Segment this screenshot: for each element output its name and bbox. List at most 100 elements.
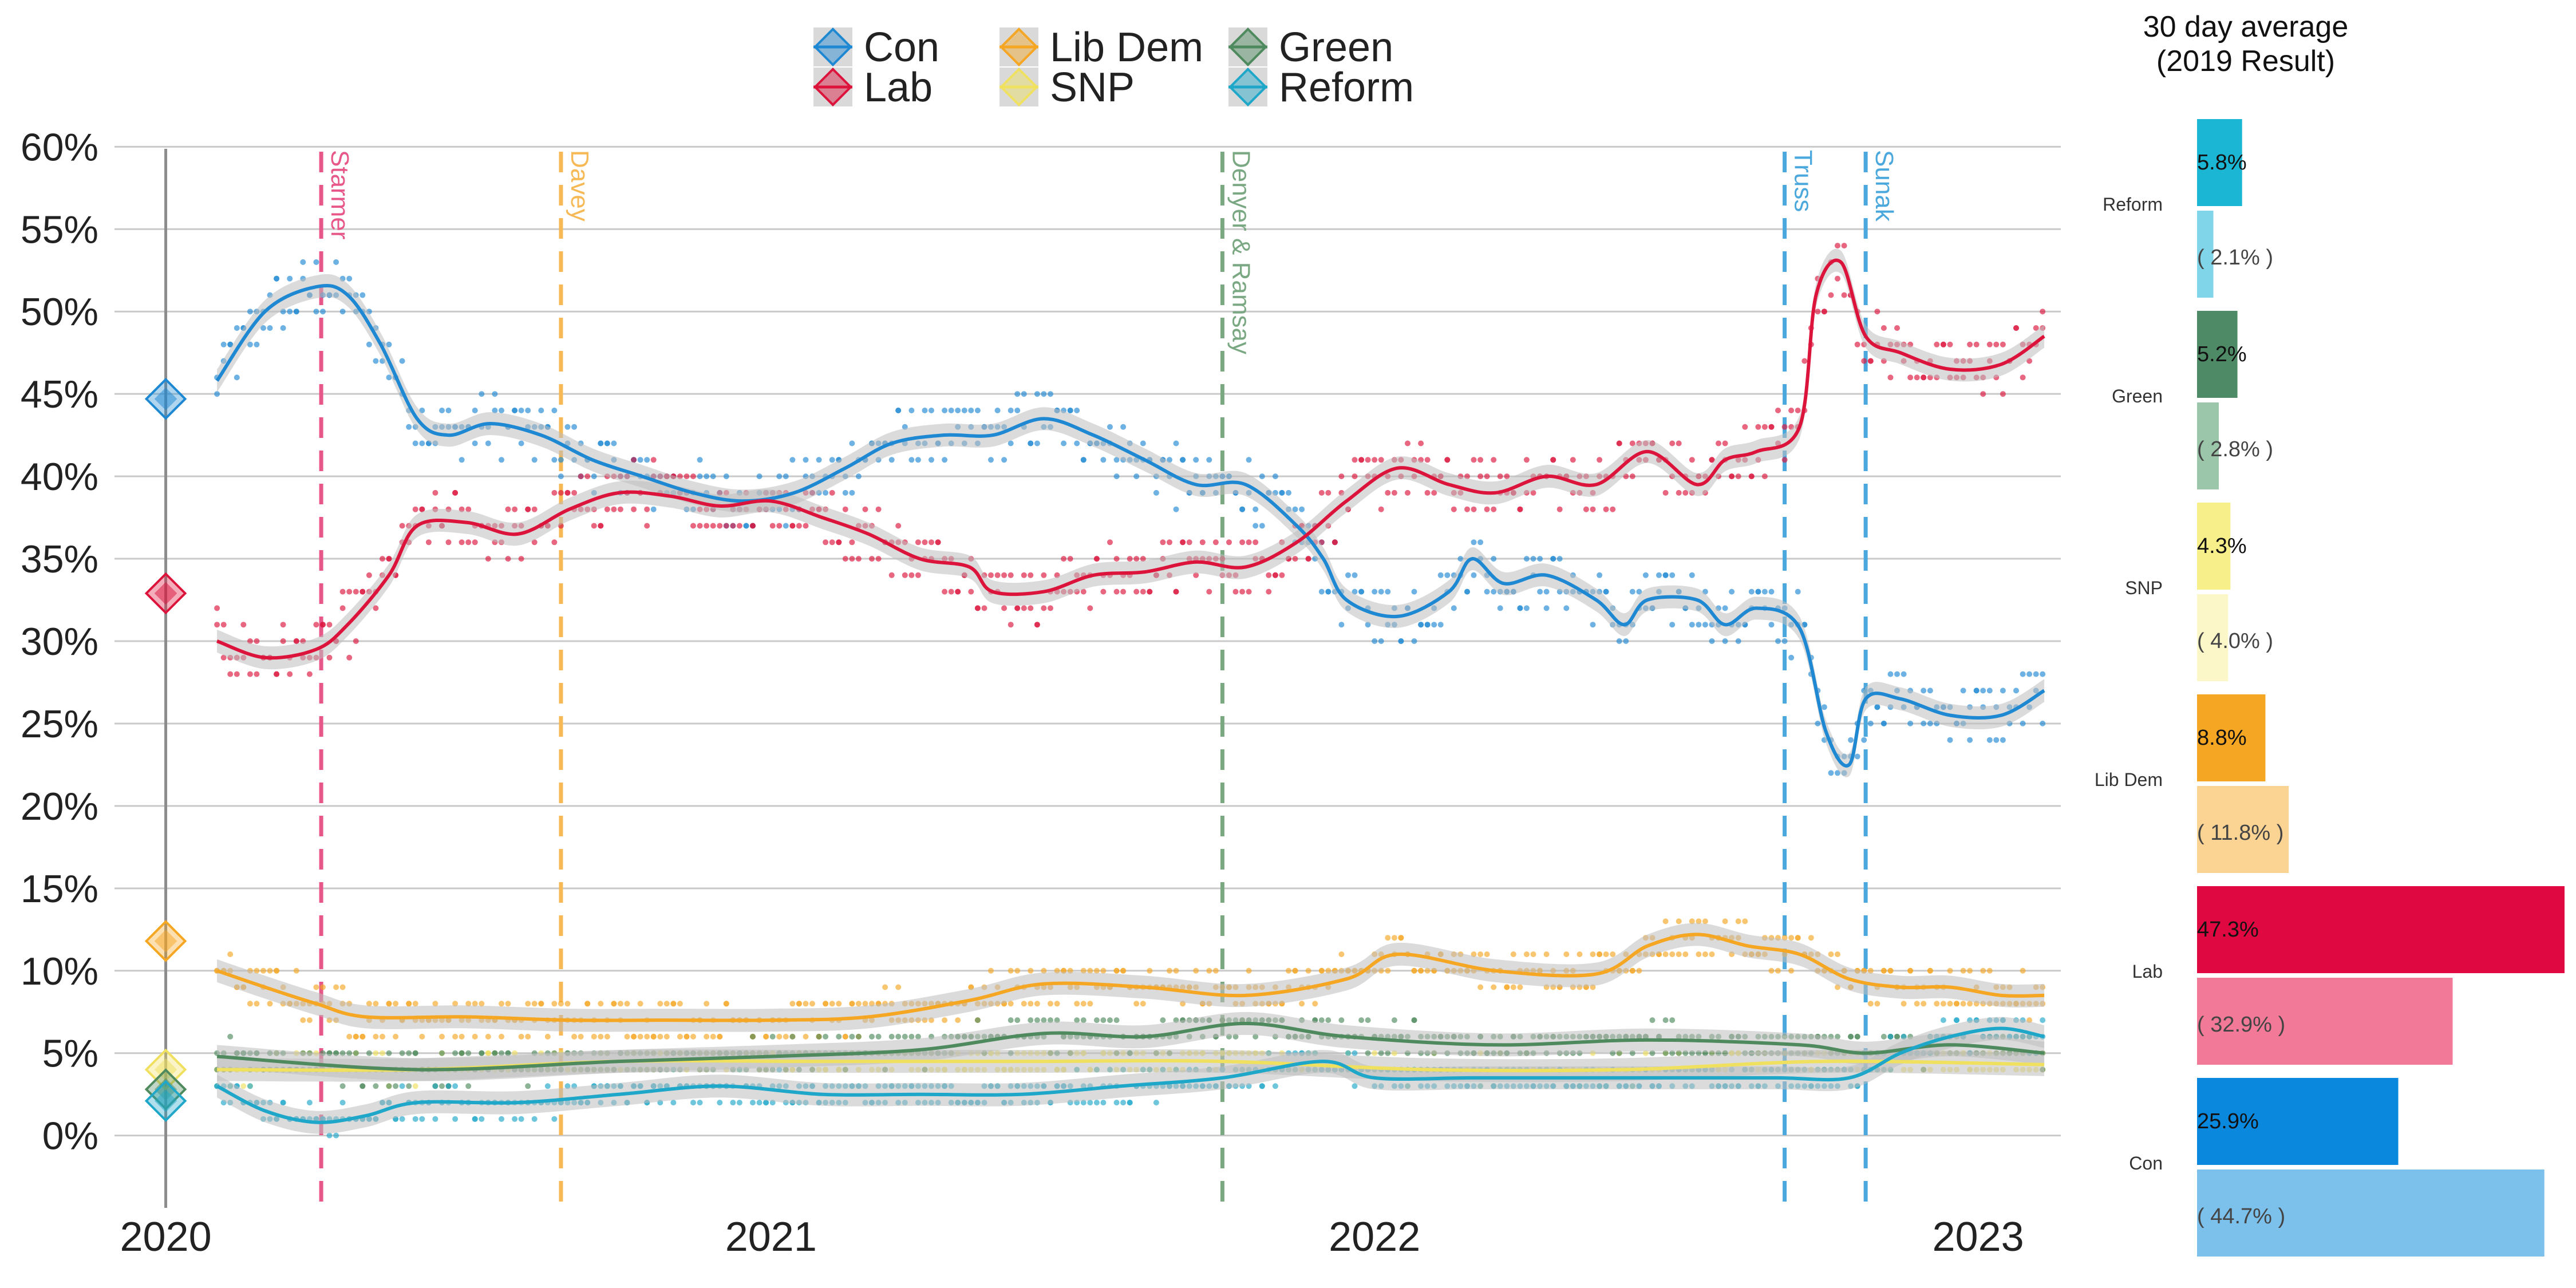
poll-point [677, 1001, 683, 1007]
y-tick-label: 20% [21, 785, 98, 828]
poll-point [591, 473, 597, 480]
poll-point [1623, 638, 1629, 644]
poll-point [518, 556, 524, 562]
poll-point [829, 539, 835, 546]
poll-point [459, 539, 465, 546]
poll-point [1722, 638, 1728, 644]
poll-point [2000, 391, 2006, 397]
poll-point [1815, 720, 1821, 726]
poll-point [855, 1033, 862, 1040]
poll-point [499, 1116, 504, 1122]
poll-point [1556, 556, 1563, 562]
poll-point [1669, 1017, 1676, 1024]
poll-point [1464, 588, 1470, 595]
poll-point [710, 473, 716, 480]
poll-point [683, 473, 690, 480]
poll-point [1173, 440, 1179, 447]
poll-point [690, 523, 696, 529]
poll-point [1828, 770, 1834, 776]
poll-point [1669, 440, 1676, 447]
poll-point [214, 391, 220, 397]
poll-point [584, 1001, 591, 1007]
poll-point [1378, 638, 1384, 644]
poll-point [1398, 935, 1404, 941]
poll-point [1662, 572, 1669, 578]
poll-point [1696, 622, 1702, 628]
trend-line-reform [216, 1026, 2045, 1124]
poll-point [1444, 457, 1451, 463]
poll-point [339, 1083, 346, 1089]
poll-point [220, 622, 227, 628]
poll-point [776, 523, 783, 529]
poll-point [750, 1100, 756, 1106]
bar-result-label: ( 32.9% ) [2197, 1013, 2285, 1037]
legend-label: SNP [1050, 65, 1135, 110]
poll-point [1973, 341, 1980, 347]
poll-point [1272, 473, 1278, 480]
poll-point [697, 457, 703, 463]
poll-point [505, 506, 511, 512]
poll-point [1239, 506, 1246, 512]
poll-point [227, 671, 234, 677]
poll-point [1874, 704, 1880, 710]
poll-point [1491, 588, 1497, 595]
poll-point [1028, 605, 1034, 611]
poll-point [1325, 489, 1332, 496]
poll-point [803, 523, 809, 529]
poll-point [915, 1033, 921, 1040]
poll-point [1880, 1033, 1887, 1040]
poll-point [1008, 967, 1014, 974]
poll-point [280, 622, 286, 628]
poll-point [1854, 341, 1860, 347]
poll-point [1372, 588, 1378, 595]
band-lib-dem [217, 923, 2045, 1032]
poll-point [842, 506, 848, 512]
poll-point [578, 1033, 584, 1040]
poll-point [1477, 984, 1484, 990]
poll-point [578, 473, 584, 480]
poll-point [300, 259, 306, 265]
poll-point [280, 325, 286, 331]
poll-point [492, 391, 498, 397]
poll-point [247, 309, 253, 315]
poll-point [683, 1033, 690, 1040]
poll-point [849, 539, 855, 546]
poll-point [598, 1001, 604, 1007]
poll-point [677, 1033, 683, 1040]
legend-label: Green [1279, 25, 1393, 70]
poll-point [353, 1033, 359, 1040]
poll-point [1914, 1001, 1920, 1007]
poll-point [1577, 951, 1583, 957]
poll-point [419, 1033, 425, 1040]
y-tick-label: 45% [21, 373, 98, 416]
poll-point [1378, 588, 1384, 595]
poll-point [855, 1001, 862, 1007]
poll-point [663, 1001, 670, 1007]
poll-point [710, 1033, 716, 1040]
poll-point [842, 1033, 848, 1040]
poll-point [1907, 967, 1914, 974]
poll-point [1523, 556, 1530, 562]
poll-point [1477, 539, 1484, 546]
poll-point [611, 1001, 617, 1007]
poll-point [1113, 967, 1120, 974]
x-tick-labels: 2020 2021 2022 2023 [120, 1214, 2024, 1260]
poll-point [1318, 1017, 1325, 1024]
poll-point [1212, 967, 1219, 974]
poll-point [704, 523, 710, 529]
poll-point [220, 654, 227, 661]
poll-point [558, 489, 564, 496]
poll-point [1616, 440, 1622, 447]
poll-point [1008, 572, 1014, 578]
poll-point [1385, 1050, 1391, 1056]
poll-point [2000, 341, 2006, 347]
poll-point [531, 1001, 538, 1007]
poll-point [1021, 391, 1027, 397]
poll-point [1537, 588, 1543, 595]
poll-point [1292, 556, 1298, 562]
poll-point [769, 523, 776, 529]
poll-point [591, 523, 597, 529]
poll-point [1523, 605, 1530, 611]
poll-point [1424, 489, 1431, 496]
poll-point [1034, 440, 1040, 447]
